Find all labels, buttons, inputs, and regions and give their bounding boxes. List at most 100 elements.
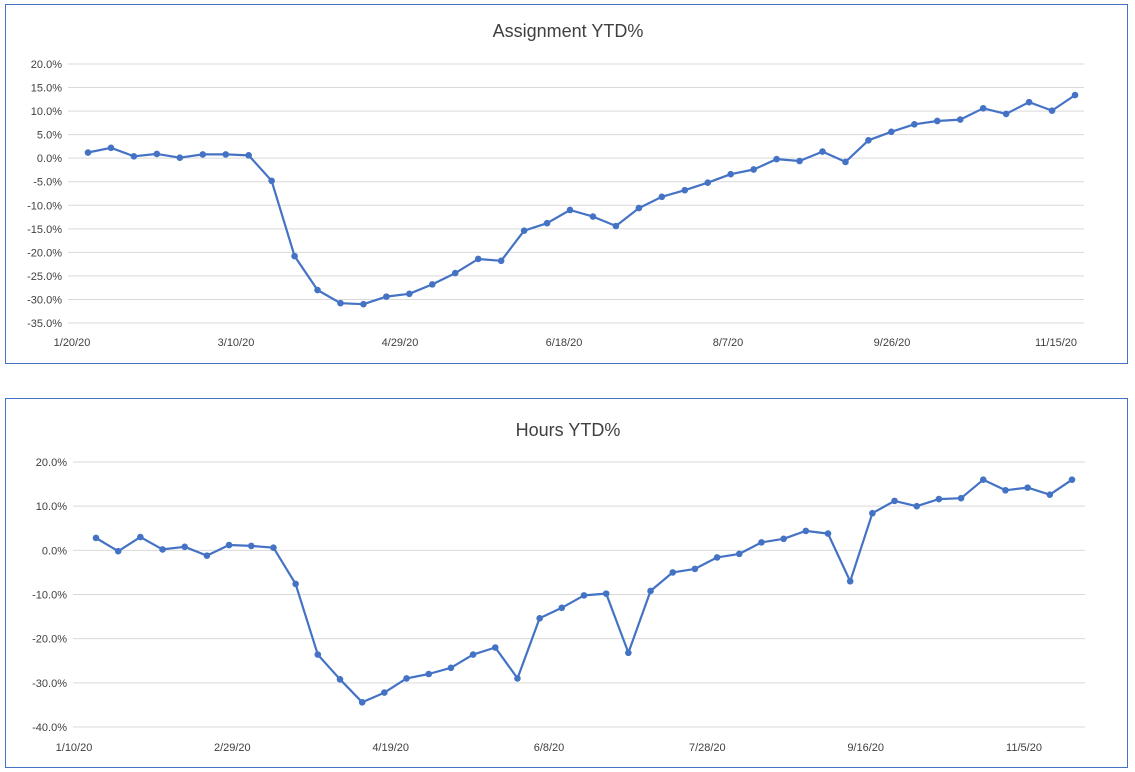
assignment-data-point	[1048, 107, 1056, 114]
assignment-y-tick-label: 5.0%	[37, 130, 62, 142]
assignment-data-point	[222, 151, 230, 158]
hours-y-tick-label: 0.0%	[42, 545, 67, 557]
assignment-data-point	[337, 299, 344, 307]
hours-y-tick-label: 20.0%	[36, 457, 67, 469]
assignment-data-point	[865, 136, 872, 144]
hours-y-tick-label: 10.0%	[36, 501, 67, 513]
hours-y-tick-label: -10.0%	[32, 590, 67, 602]
hours-data-point	[602, 590, 610, 597]
assignment-data-point	[314, 286, 321, 294]
hours-data-point	[647, 587, 654, 595]
hours-data-point	[536, 615, 543, 622]
assignment-x-tick-label: 4/29/20	[382, 337, 419, 349]
assignment-data-point	[199, 151, 207, 158]
assignment-data-point	[360, 300, 367, 308]
hours-data-point	[1068, 476, 1076, 483]
hours-data-point	[114, 547, 122, 555]
assignment-data-point	[1025, 98, 1033, 106]
assignment-data-point	[566, 206, 574, 214]
assignment-y-tick-label: -5.0%	[33, 177, 62, 189]
hours-data-point	[669, 569, 677, 576]
hours-data-point	[92, 534, 100, 542]
assignment-y-tick-label: -35.0%	[27, 318, 62, 330]
assignment-data-point	[429, 281, 436, 288]
assignment-x-tick-label: 6/18/20	[546, 337, 583, 349]
assignment-y-tick-label: -15.0%	[27, 224, 62, 236]
assignment-data-point	[956, 116, 964, 123]
hours-x-tick-label: 4/19/20	[372, 742, 409, 754]
assignment-x-tick-label: 9/26/20	[874, 337, 911, 349]
assignment-data-point	[750, 166, 757, 173]
assignment-y-tick-label: -10.0%	[27, 200, 62, 212]
assignment-data-point	[291, 252, 298, 260]
assignment-data-point	[704, 179, 712, 186]
assignment-data-point	[406, 290, 413, 298]
assignment-chart-panel: Assignment YTD% 20.0% 15.0% 10.0% 5.0% 0.0% -5…	[5, 4, 1128, 364]
hours-data-point	[691, 565, 699, 573]
assignment-data-point	[911, 120, 918, 128]
hours-data-point	[137, 533, 144, 541]
hours-data-point	[336, 676, 344, 683]
hours-data-point	[247, 542, 255, 550]
hours-x-tick-label: 6/8/20	[534, 742, 565, 754]
hours-data-point	[159, 546, 166, 553]
hours-x-tick-label: 11/5/20	[1006, 742, 1042, 754]
assignment-data-point	[130, 152, 138, 160]
hours-y-tick-label: -20.0%	[32, 634, 67, 646]
hours-series-line	[95, 478, 1073, 704]
assignment-data-point	[658, 193, 666, 201]
assignment-series-line	[87, 94, 1076, 306]
assignment-data-point	[383, 293, 390, 300]
hours-data-point	[891, 497, 898, 505]
assignment-y-tick-label: 15.0%	[31, 83, 62, 95]
assignment-data-point	[107, 144, 115, 152]
assignment-data-point	[773, 155, 780, 163]
hours-data-point	[1024, 484, 1031, 491]
assignment-y-tick-label: -25.0%	[27, 271, 62, 283]
assignment-data-point	[727, 170, 734, 178]
hours-data-point	[358, 698, 366, 706]
hours-data-point	[447, 664, 455, 672]
hours-data-point	[514, 675, 521, 682]
hours-data-point	[270, 544, 277, 551]
hours-chart-title: Hours YTD%	[516, 420, 621, 440]
hours-data-point	[203, 552, 211, 559]
hours-x-tick-label: 1/10/20	[56, 742, 93, 754]
hours-data-point	[846, 577, 854, 585]
assignment-data-point	[474, 255, 482, 263]
hours-data-point	[869, 509, 876, 517]
hours-data-point	[735, 550, 743, 558]
assignment-data-point	[84, 149, 92, 156]
hours-chart-svg: Hours YTD% 20.0% 10.0% 0.0% -10.0% -20.0% -30.…	[32, 420, 1085, 754]
hours-data-point	[758, 539, 765, 546]
hours-x-tick-label: 7/28/20	[689, 742, 726, 754]
assignment-data-point	[681, 186, 689, 194]
assignment-x-tick-label: 3/10/20	[218, 337, 255, 349]
hours-data-point	[403, 675, 410, 682]
assignment-data-point	[819, 148, 826, 155]
hours-data-point	[957, 494, 965, 502]
hours-data-point	[469, 651, 477, 658]
hours-data-point	[314, 651, 322, 658]
assignment-data-point	[176, 154, 184, 162]
assignment-data-point	[153, 150, 161, 158]
hours-data-point	[425, 670, 433, 678]
assignment-data-point	[245, 152, 252, 159]
assignment-data-point	[1071, 91, 1079, 99]
assignment-y-tick-label: -30.0%	[27, 294, 62, 306]
hours-data-point	[292, 580, 299, 588]
assignment-chart-title: Assignment YTD%	[493, 21, 644, 41]
hours-y-tick-label: -40.0%	[32, 722, 67, 734]
assignment-y-tick-label: 20.0%	[31, 59, 62, 71]
assignment-data-point	[1002, 110, 1010, 118]
assignment-data-point	[497, 257, 505, 265]
hours-x-tick-label: 2/29/20	[214, 742, 251, 754]
assignment-data-point	[796, 157, 803, 165]
assignment-x-tick-label: 1/20/20	[54, 337, 91, 349]
assignment-y-tick-label: -20.0%	[27, 247, 62, 259]
hours-data-point	[780, 535, 787, 543]
hours-data-point	[1046, 491, 1054, 498]
assignment-data-point	[842, 158, 849, 166]
assignment-data-point	[888, 128, 895, 136]
assignment-data-point	[589, 213, 597, 220]
